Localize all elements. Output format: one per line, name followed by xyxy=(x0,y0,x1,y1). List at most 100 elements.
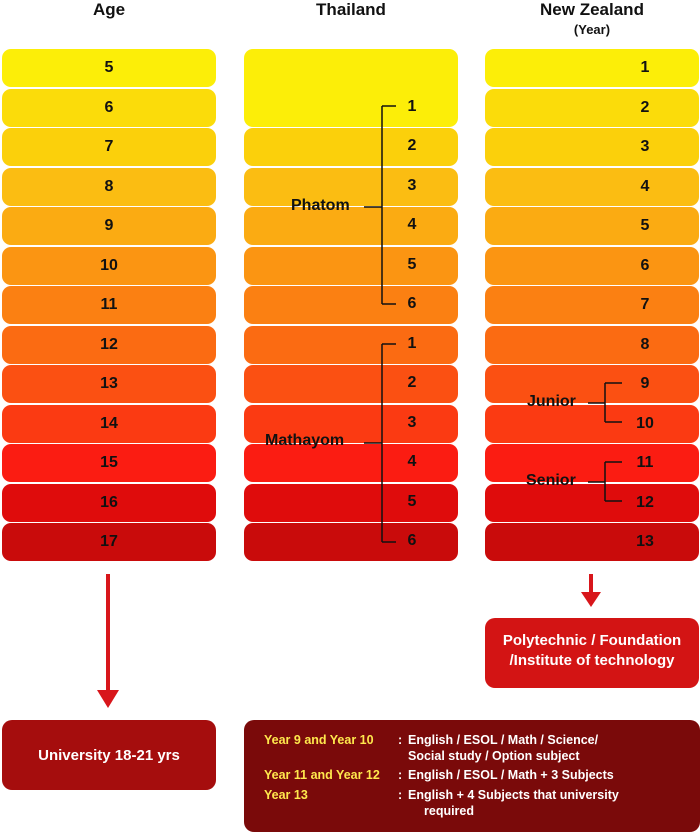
mathayom-year: 4 xyxy=(407,453,417,470)
subject-year-key: Year 13 xyxy=(264,788,308,802)
phatom-year: 6 xyxy=(407,295,417,312)
subject-line-1: English + 4 Subjects that university xyxy=(408,788,619,802)
phatom-year: 1 xyxy=(407,97,417,115)
age-cell: 8 xyxy=(2,167,216,206)
age-cell: 13 xyxy=(2,365,216,403)
age-header: Age xyxy=(92,0,126,19)
age-value: 14 xyxy=(100,414,118,432)
age-value: 17 xyxy=(100,533,118,550)
age-value: 16 xyxy=(100,493,118,511)
polytechnic-line-2: /Institute of technology xyxy=(509,652,675,669)
nz-year-subheader: (Year) xyxy=(573,22,611,37)
age-value: 7 xyxy=(104,138,114,155)
thailand-cell xyxy=(244,444,458,482)
nz-cell: 3 xyxy=(485,128,699,166)
phatom-label: Phatom xyxy=(291,197,350,214)
age-value: 11 xyxy=(100,296,118,313)
subject-colon: : xyxy=(398,733,403,747)
age-cell: 11 xyxy=(2,286,216,324)
thailand-cell xyxy=(244,49,458,127)
age-value: 10 xyxy=(100,256,118,274)
nz-cell: 9 xyxy=(485,365,699,403)
age-cell: 9 xyxy=(2,207,216,245)
mathayom-label: Mathayom xyxy=(265,432,345,449)
age-cell: 6 xyxy=(2,88,216,127)
age-value: 13 xyxy=(100,375,118,392)
subject-colon: : xyxy=(398,768,403,782)
subject-colon: : xyxy=(398,788,403,802)
nz-year: 5 xyxy=(640,217,650,234)
nz-year: 10 xyxy=(636,414,654,432)
subject-line-1: English / ESOL / Math / Science/ xyxy=(408,733,599,747)
age-cell: 15 xyxy=(2,444,216,482)
thailand-header: Thailand xyxy=(316,0,386,19)
nz-year: 12 xyxy=(636,493,654,511)
nz-cell: 11 xyxy=(485,444,699,482)
junior-label: Junior xyxy=(527,393,576,410)
polytechnic-box: Polytechnic / Foundation /Institute of t… xyxy=(485,618,699,688)
nz-year: 2 xyxy=(640,98,650,116)
nz-cell: 6 xyxy=(485,246,699,285)
phatom-year: 5 xyxy=(407,255,417,273)
new-zealand-header: New Zealand xyxy=(540,0,644,19)
age-cell: 17 xyxy=(2,523,216,561)
age-value: 15 xyxy=(100,454,118,471)
age-value: 8 xyxy=(104,177,114,195)
thailand-cell xyxy=(244,365,458,403)
thailand-cell xyxy=(244,404,458,443)
nz-year: 1 xyxy=(640,59,650,76)
nz-cell: 10 xyxy=(485,404,699,443)
thailand-cell xyxy=(244,483,458,522)
age-value: 12 xyxy=(100,335,118,353)
nz-cell: 12 xyxy=(485,483,699,522)
age-value: 9 xyxy=(104,217,114,234)
nz-year: 8 xyxy=(640,335,650,353)
subject-line-1: English / ESOL / Math + 3 Subjects xyxy=(408,768,614,782)
age-value: 6 xyxy=(104,98,114,116)
nz-cell: 13 xyxy=(485,523,699,561)
thailand-cell xyxy=(244,325,458,364)
nz-cell: 4 xyxy=(485,167,699,206)
university-box: University 18-21 yrs xyxy=(2,720,216,790)
phatom-year: 4 xyxy=(407,216,417,233)
mathayom-year: 3 xyxy=(407,413,417,431)
senior-label: Senior xyxy=(526,472,576,489)
age-cell: 5 xyxy=(2,49,216,87)
nz-year: 9 xyxy=(640,375,650,392)
nz-year: 11 xyxy=(636,454,654,471)
nz-cell: 5 xyxy=(485,207,699,245)
phatom-year: 3 xyxy=(407,176,417,194)
thailand-cell xyxy=(244,286,458,324)
nz-cell: 1 xyxy=(485,49,699,87)
mathayom-year: 1 xyxy=(407,334,417,352)
age-cell: 14 xyxy=(2,404,216,443)
age-cell: 16 xyxy=(2,483,216,522)
mathayom-year: 5 xyxy=(407,492,417,510)
nz-cell: 7 xyxy=(485,286,699,324)
nz-cell: 2 xyxy=(485,88,699,127)
nz-year: 13 xyxy=(636,533,654,550)
subject-line-2: Social study / Option subject xyxy=(408,749,580,763)
university-label: University 18-21 yrs xyxy=(38,746,180,764)
thailand-cell xyxy=(244,246,458,285)
mathayom-year: 6 xyxy=(407,532,417,549)
nz-year: 7 xyxy=(640,296,650,313)
thailand-cell xyxy=(244,128,458,166)
nz-year: 6 xyxy=(640,256,650,274)
subjects-box xyxy=(244,720,700,832)
age-cell: 10 xyxy=(2,246,216,285)
subject-year-key: Year 9 and Year 10 xyxy=(264,733,374,747)
thailand-cell xyxy=(244,523,458,561)
age-value: 5 xyxy=(104,59,114,76)
thailand-cell xyxy=(244,167,458,206)
subject-line-2: required xyxy=(424,804,475,818)
mathayom-year: 2 xyxy=(407,374,417,391)
nz-year: 3 xyxy=(640,138,650,155)
polytechnic-line-1: Polytechnic / Foundation xyxy=(502,632,682,649)
age-cell: 7 xyxy=(2,128,216,166)
nz-year: 4 xyxy=(640,177,650,195)
nz-cell: 8 xyxy=(485,325,699,364)
phatom-year: 2 xyxy=(407,137,417,154)
age-cell: 12 xyxy=(2,325,216,364)
subject-year-key: Year 11 and Year 12 xyxy=(264,768,380,782)
